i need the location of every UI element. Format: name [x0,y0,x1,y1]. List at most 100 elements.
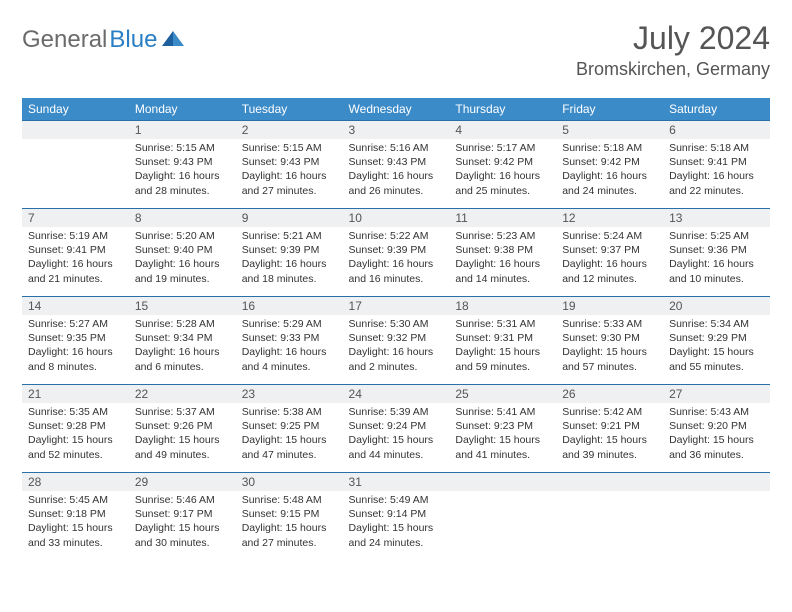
sunset-line: Sunset: 9:41 PM [669,155,764,169]
date-number: 4 [449,121,556,139]
date-number: 22 [129,385,236,403]
sunset-line: Sunset: 9:40 PM [135,243,230,257]
calendar-day: 11Sunrise: 5:23 AMSunset: 9:38 PMDayligh… [449,209,556,297]
sunrise-line: Sunrise: 5:45 AM [28,493,123,507]
date-number: 31 [343,473,450,491]
date-number: 6 [663,121,770,139]
sunset-line: Sunset: 9:28 PM [28,419,123,433]
day-details: Sunrise: 5:18 AMSunset: 9:42 PMDaylight:… [556,139,663,202]
sunset-line: Sunset: 9:36 PM [669,243,764,257]
daylight-line: Daylight: 15 hours and 59 minutes. [455,345,550,373]
sunset-line: Sunset: 9:43 PM [135,155,230,169]
calendar-day: 17Sunrise: 5:30 AMSunset: 9:32 PMDayligh… [343,297,450,385]
sunset-line: Sunset: 9:35 PM [28,331,123,345]
daylight-line: Daylight: 15 hours and 55 minutes. [669,345,764,373]
calendar-week: 7Sunrise: 5:19 AMSunset: 9:41 PMDaylight… [22,209,770,297]
sunset-line: Sunset: 9:15 PM [242,507,337,521]
day-header-row: SundayMondayTuesdayWednesdayThursdayFrid… [22,98,770,121]
location: Bromskirchen, Germany [576,59,770,80]
sunrise-line: Sunrise: 5:18 AM [669,141,764,155]
calendar-day: 5Sunrise: 5:18 AMSunset: 9:42 PMDaylight… [556,121,663,209]
date-bar [556,473,663,491]
calendar-day-empty [22,121,129,209]
date-number: 26 [556,385,663,403]
calendar-day: 3Sunrise: 5:16 AMSunset: 9:43 PMDaylight… [343,121,450,209]
calendar-day: 18Sunrise: 5:31 AMSunset: 9:31 PMDayligh… [449,297,556,385]
sunrise-line: Sunrise: 5:24 AM [562,229,657,243]
daylight-line: Daylight: 16 hours and 18 minutes. [242,257,337,285]
daylight-line: Daylight: 15 hours and 44 minutes. [349,433,444,461]
date-number: 29 [129,473,236,491]
calendar-week: 21Sunrise: 5:35 AMSunset: 9:28 PMDayligh… [22,385,770,473]
day-details: Sunrise: 5:49 AMSunset: 9:14 PMDaylight:… [343,491,450,554]
day-header-tuesday: Tuesday [236,98,343,121]
calendar-day: 10Sunrise: 5:22 AMSunset: 9:39 PMDayligh… [343,209,450,297]
sunset-line: Sunset: 9:23 PM [455,419,550,433]
day-details: Sunrise: 5:37 AMSunset: 9:26 PMDaylight:… [129,403,236,466]
sunrise-line: Sunrise: 5:37 AM [135,405,230,419]
sunset-line: Sunset: 9:38 PM [455,243,550,257]
sunset-line: Sunset: 9:39 PM [349,243,444,257]
sunrise-line: Sunrise: 5:16 AM [349,141,444,155]
date-number: 5 [556,121,663,139]
calendar-day-empty [449,473,556,561]
day-details: Sunrise: 5:30 AMSunset: 9:32 PMDaylight:… [343,315,450,378]
day-details: Sunrise: 5:43 AMSunset: 9:20 PMDaylight:… [663,403,770,466]
date-number: 3 [343,121,450,139]
calendar-day: 19Sunrise: 5:33 AMSunset: 9:30 PMDayligh… [556,297,663,385]
daylight-line: Daylight: 16 hours and 10 minutes. [669,257,764,285]
day-details: Sunrise: 5:15 AMSunset: 9:43 PMDaylight:… [236,139,343,202]
sunrise-line: Sunrise: 5:20 AM [135,229,230,243]
day-details: Sunrise: 5:19 AMSunset: 9:41 PMDaylight:… [22,227,129,290]
sunrise-line: Sunrise: 5:46 AM [135,493,230,507]
sunset-line: Sunset: 9:42 PM [562,155,657,169]
daylight-line: Daylight: 16 hours and 19 minutes. [135,257,230,285]
day-details: Sunrise: 5:46 AMSunset: 9:17 PMDaylight:… [129,491,236,554]
sunset-line: Sunset: 9:18 PM [28,507,123,521]
sunrise-line: Sunrise: 5:35 AM [28,405,123,419]
sunrise-line: Sunrise: 5:48 AM [242,493,337,507]
day-header-saturday: Saturday [663,98,770,121]
day-details: Sunrise: 5:41 AMSunset: 9:23 PMDaylight:… [449,403,556,466]
calendar-week: 28Sunrise: 5:45 AMSunset: 9:18 PMDayligh… [22,473,770,561]
calendar-day: 26Sunrise: 5:42 AMSunset: 9:21 PMDayligh… [556,385,663,473]
day-header-wednesday: Wednesday [343,98,450,121]
sunrise-line: Sunrise: 5:28 AM [135,317,230,331]
calendar-day: 31Sunrise: 5:49 AMSunset: 9:14 PMDayligh… [343,473,450,561]
sunset-line: Sunset: 9:31 PM [455,331,550,345]
sunrise-line: Sunrise: 5:17 AM [455,141,550,155]
calendar-day: 21Sunrise: 5:35 AMSunset: 9:28 PMDayligh… [22,385,129,473]
daylight-line: Daylight: 16 hours and 24 minutes. [562,169,657,197]
sunrise-line: Sunrise: 5:38 AM [242,405,337,419]
date-number: 9 [236,209,343,227]
sunrise-line: Sunrise: 5:39 AM [349,405,444,419]
logo: GeneralBlue [22,20,184,54]
sunrise-line: Sunrise: 5:15 AM [135,141,230,155]
date-number: 19 [556,297,663,315]
calendar-day: 22Sunrise: 5:37 AMSunset: 9:26 PMDayligh… [129,385,236,473]
date-number: 15 [129,297,236,315]
sunset-line: Sunset: 9:32 PM [349,331,444,345]
day-details: Sunrise: 5:23 AMSunset: 9:38 PMDaylight:… [449,227,556,290]
daylight-line: Daylight: 15 hours and 49 minutes. [135,433,230,461]
daylight-line: Daylight: 15 hours and 57 minutes. [562,345,657,373]
daylight-line: Daylight: 15 hours and 30 minutes. [135,521,230,549]
sunrise-line: Sunrise: 5:29 AM [242,317,337,331]
calendar-day: 4Sunrise: 5:17 AMSunset: 9:42 PMDaylight… [449,121,556,209]
day-details: Sunrise: 5:31 AMSunset: 9:31 PMDaylight:… [449,315,556,378]
sunrise-line: Sunrise: 5:49 AM [349,493,444,507]
calendar-day: 8Sunrise: 5:20 AMSunset: 9:40 PMDaylight… [129,209,236,297]
daylight-line: Daylight: 15 hours and 36 minutes. [669,433,764,461]
calendar-day: 13Sunrise: 5:25 AMSunset: 9:36 PMDayligh… [663,209,770,297]
calendar-day-empty [556,473,663,561]
day-details: Sunrise: 5:20 AMSunset: 9:40 PMDaylight:… [129,227,236,290]
calendar-day: 6Sunrise: 5:18 AMSunset: 9:41 PMDaylight… [663,121,770,209]
day-details: Sunrise: 5:22 AMSunset: 9:39 PMDaylight:… [343,227,450,290]
day-details: Sunrise: 5:28 AMSunset: 9:34 PMDaylight:… [129,315,236,378]
sunset-line: Sunset: 9:37 PM [562,243,657,257]
day-details: Sunrise: 5:29 AMSunset: 9:33 PMDaylight:… [236,315,343,378]
day-details: Sunrise: 5:42 AMSunset: 9:21 PMDaylight:… [556,403,663,466]
daylight-line: Daylight: 15 hours and 47 minutes. [242,433,337,461]
daylight-line: Daylight: 16 hours and 12 minutes. [562,257,657,285]
date-number: 2 [236,121,343,139]
